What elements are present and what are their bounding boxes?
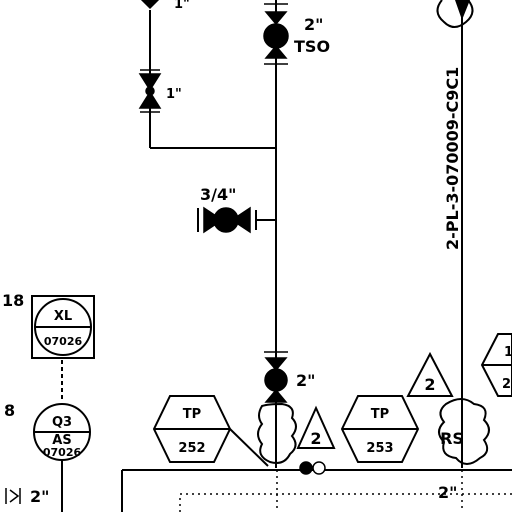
main-valve [264,351,288,403]
instrument-xl-bottom: 07026 [44,335,83,348]
instrument-tp252 [152,395,269,467]
valve-top-left-size: 1" [174,0,190,12]
instrument-tp-right-top: 1 [504,345,512,360]
instrument-tp-right [480,333,512,397]
left-num-mid: 8 [4,401,15,420]
revision-triangle-2 [406,351,454,397]
revision-triangle-1 [296,405,336,449]
instrument-tp252-bottom: 252 [178,441,205,456]
valve-mid-left-size: 1" [166,87,182,102]
line-number: 2-PL-3-070009-C9C1 [443,67,462,250]
valve-main-size: 2" [296,371,315,390]
instrument-tp252-top: TP [183,407,201,422]
bottom-right-size: 2" [438,483,457,502]
instrument-tp253-bottom: 253 [366,441,393,456]
instrument-qs-bottom: 07026 [43,446,82,459]
cloud-symbol-rs [438,398,490,465]
instrument-tp253-top: TP [371,407,389,422]
instrument-tp253 [340,395,420,463]
instrument-tp-right-bottom: 2 [502,377,511,392]
revision-triangle-1-text: 2 [310,429,321,448]
valve-tso-size: 2" [304,15,323,34]
cloud-symbol-main [257,402,297,464]
instrument-qs-mid: AS [52,433,71,448]
tso-valve [263,3,289,65]
instrument-qs-top: Q3 [52,415,72,430]
left-num-top: 18 [2,291,24,310]
left-valve-size: 2" [30,487,49,506]
instrument-xl-top: XL [54,309,72,324]
valve-tso-tag: TSO [294,37,330,56]
instrument-xl [31,295,95,359]
gate-valve-mid-left [138,69,162,113]
three-quarter-valve [203,206,251,234]
left-valve-bottom [5,488,21,504]
connector-dots [299,461,326,475]
gate-valve-top-left [140,0,160,10]
instrument-qs [33,403,91,461]
valve-three-quarter-size: 3/4" [200,185,236,204]
instrument-rs: RS [440,429,464,448]
revision-triangle-2-text: 2 [424,375,435,394]
cloud-symbol-top-right [436,0,474,28]
